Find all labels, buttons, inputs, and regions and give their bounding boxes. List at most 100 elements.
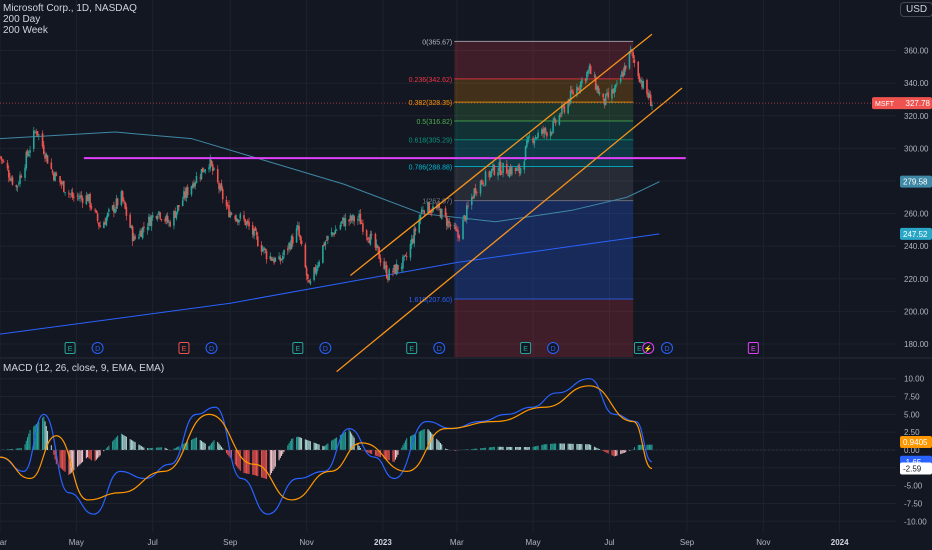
- event-marker-label: ⚡: [644, 344, 653, 353]
- candle-body: [149, 217, 151, 226]
- candle-body: [148, 216, 150, 227]
- dividend-marker: [319, 342, 332, 354]
- time-axis-tick: Sep: [680, 538, 695, 547]
- candle-body: [453, 225, 456, 226]
- candle-body: [473, 188, 476, 198]
- candle-body: [413, 228, 416, 244]
- candle-body: [141, 227, 144, 239]
- candle-body: [392, 270, 394, 273]
- candle-body: [384, 265, 387, 269]
- candle-body: [191, 184, 194, 188]
- candle-body: [221, 189, 224, 200]
- candle-body: [304, 244, 307, 268]
- candle-body: [536, 137, 538, 139]
- candle-body: [81, 197, 84, 204]
- macd-axis-tick: 0.00: [904, 446, 920, 455]
- candle-body: [151, 215, 154, 218]
- split-marker: [642, 342, 655, 354]
- ma200-week-tag-bg: [900, 227, 932, 240]
- macd-axis-tick: 2.50: [904, 428, 920, 437]
- candle-body: [325, 240, 328, 242]
- candle-body: [156, 216, 159, 219]
- candle-body: [458, 235, 461, 239]
- candle-body: [541, 129, 543, 134]
- candle-body: [282, 255, 284, 260]
- candle-body: [569, 90, 572, 104]
- time-axis-tick: May: [69, 538, 84, 547]
- candle-body: [292, 236, 294, 244]
- candle-body: [104, 221, 106, 225]
- candle-body: [628, 51, 631, 69]
- candle-body: [99, 225, 101, 228]
- candle-body: [245, 221, 248, 225]
- candle-body: [96, 213, 99, 221]
- candle-body: [9, 177, 11, 181]
- candle-body: [274, 257, 277, 262]
- price-axis-tick: 180.00: [904, 340, 929, 349]
- candle-body: [238, 219, 240, 223]
- dividend-marker: [205, 342, 218, 354]
- candle-body: [16, 185, 19, 188]
- candle-body: [404, 254, 407, 256]
- candle-body: [622, 72, 624, 77]
- candle-body: [497, 172, 499, 176]
- macd-histogram-tag: 0.9405: [903, 438, 928, 447]
- candle-body: [307, 274, 309, 279]
- candle-body: [342, 217, 344, 221]
- candle-body: [387, 277, 389, 281]
- candle-body: [558, 114, 561, 125]
- candle-body: [335, 229, 338, 231]
- candle-body: [584, 78, 587, 82]
- candle-body: [283, 249, 285, 256]
- candle-body: [528, 136, 531, 138]
- earnings-marker: [747, 342, 759, 354]
- candle-body: [183, 191, 185, 200]
- candle-body: [211, 164, 214, 172]
- candle-body: [181, 200, 184, 207]
- fib-level-label: 0(365.67): [422, 39, 452, 46]
- candle-body: [90, 205, 93, 209]
- candle-body: [37, 134, 40, 136]
- candle-body: [527, 136, 529, 143]
- candle-body: [295, 228, 298, 243]
- candle-body: [642, 80, 645, 89]
- candle-body: [165, 215, 168, 221]
- candle-body: [534, 136, 537, 139]
- currency-button[interactable]: USD: [900, 2, 932, 17]
- candle-body: [332, 232, 334, 234]
- candle-body: [480, 180, 483, 184]
- candle-body: [79, 195, 81, 199]
- candle-body: [457, 230, 459, 237]
- candle-body: [125, 207, 128, 216]
- candle-body: [94, 209, 96, 211]
- candle-body: [76, 195, 79, 197]
- candle-body: [358, 213, 360, 218]
- candle-body: [492, 164, 494, 170]
- candle-body: [568, 99, 571, 104]
- ma200-day-tag-bg: [900, 175, 932, 188]
- candle-body: [265, 250, 268, 260]
- fib-band: [454, 166, 634, 201]
- candle-body: [19, 175, 21, 184]
- ma200-day-line: [0, 131, 660, 223]
- candle-body: [55, 173, 58, 176]
- candle-body: [270, 257, 273, 261]
- candle-body: [44, 155, 46, 159]
- candle-body: [465, 205, 468, 220]
- candle-body: [597, 86, 599, 94]
- event-marker-label: D: [95, 346, 100, 353]
- earnings-marker: [292, 342, 304, 354]
- candle-body: [253, 228, 255, 237]
- candle-body: [549, 131, 552, 137]
- candle-body: [611, 89, 613, 99]
- candle-body: [632, 52, 635, 59]
- candle-body: [602, 93, 604, 98]
- macd-histogram-tag-bg: [900, 436, 932, 448]
- candle-body: [27, 153, 30, 157]
- candle-body: [554, 119, 557, 124]
- candle-body: [269, 256, 272, 260]
- candle-body: [543, 128, 546, 134]
- candle-body: [455, 228, 458, 231]
- candle-body: [330, 232, 333, 236]
